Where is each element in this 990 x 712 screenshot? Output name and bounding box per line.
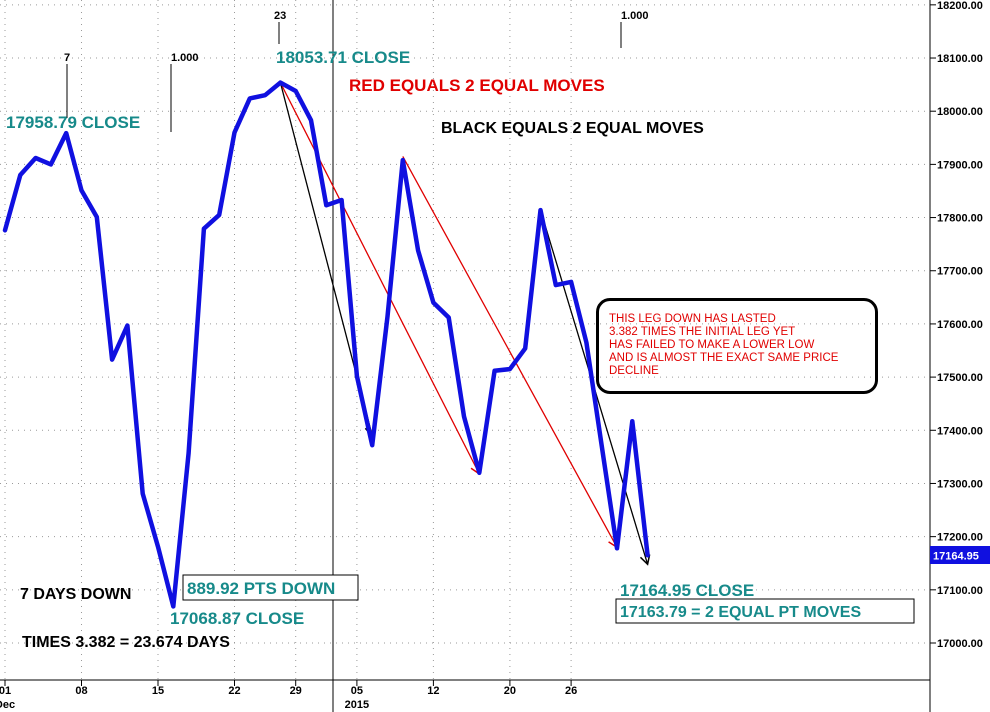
x-tick-label: 26 — [565, 685, 577, 697]
x-tick-label: 01 — [0, 685, 11, 697]
y-tick-label: 17200.00 — [937, 532, 983, 544]
cycle-markers — [66, 22, 622, 132]
equal-moves-text: 17163.79 = 2 EQUAL PT MOVES — [620, 604, 861, 621]
y-tick-label: 17300.00 — [937, 478, 983, 490]
y-tick-label: 17800.00 — [937, 213, 983, 225]
x-tick-label: 15 — [152, 685, 164, 697]
pts-down-text: 889.92 PTS DOWN — [187, 579, 335, 598]
note-box: THIS LEG DOWN HAS LASTED 3.382 TIMES THE… — [596, 298, 878, 394]
black-trend-line-arrowhead — [639, 554, 651, 566]
marker-23-label: 23 — [274, 10, 286, 22]
y-tick-label: 18000.00 — [937, 106, 983, 118]
grid — [0, 0, 930, 680]
y-tick-label: 17600.00 — [937, 319, 983, 331]
y-tick-label: 18200.00 — [937, 0, 983, 12]
close-label-1: 17958.79 CLOSE — [6, 113, 140, 132]
black-legend-text: BLACK EQUALS 2 EQUAL MOVES — [441, 120, 704, 137]
times-text: TIMES 3.382 = 23.674 DAYS — [22, 634, 230, 651]
equal-moves-box — [615, 598, 915, 624]
y-tick-label: 17700.00 — [937, 266, 983, 278]
x-tick-sublabel: Dec — [0, 699, 15, 711]
close-label-2: 18053.71 CLOSE — [276, 48, 410, 67]
x-axis-ticks: 01 Dec 08 15 22 29 05 2015 12 20 26 — [0, 680, 577, 711]
y-tick-label: 17000.00 — [937, 638, 983, 650]
x-tick-label: 22 — [228, 685, 240, 697]
red-trend-line — [279, 82, 480, 475]
ratio-1-label: 1.000 — [171, 52, 199, 64]
last-value-label: 17164.95 — [933, 551, 979, 563]
close-label-4: 17164.95 CLOSE — [620, 581, 754, 600]
series-line — [2, 80, 650, 609]
x-tick-sublabel: 2015 — [345, 699, 369, 711]
days-down-text: 7 DAYS DOWN — [20, 586, 131, 603]
x-tick-label: 20 — [504, 685, 516, 697]
y-tick-label: 17100.00 — [937, 585, 983, 597]
last-value-badge: 17164.95 — [930, 546, 990, 564]
y-tick-label: 17400.00 — [937, 425, 983, 437]
x-tick-label: 12 — [427, 685, 439, 697]
red-legend-text: RED EQUALS 2 EQUAL MOVES — [349, 76, 605, 95]
close-label-3: 17068.87 CLOSE — [170, 609, 304, 628]
x-tick-label: 29 — [290, 685, 302, 697]
ratio-2-label: 1.000 — [621, 10, 649, 22]
pts-down-box — [182, 574, 359, 601]
marker-7-label: 7 — [64, 52, 70, 64]
red-trend-line — [402, 156, 618, 548]
y-axis-ticks: 17000.00 17100.00 17200.00 17300.00 17400.00… — [930, 0, 983, 650]
y-tick-label: 17500.00 — [937, 372, 983, 384]
x-tick-label: 08 — [75, 685, 87, 697]
y-tick-label: 17900.00 — [937, 159, 983, 171]
y-tick-label: 18100.00 — [937, 53, 983, 65]
x-tick-label: 05 — [351, 685, 363, 697]
